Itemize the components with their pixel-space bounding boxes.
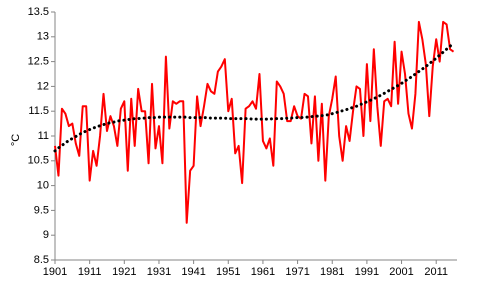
x-tick-label: 1901 xyxy=(43,266,67,278)
y-tick-label: 11.5 xyxy=(28,105,49,117)
x-tick-label: 1991 xyxy=(355,266,379,278)
x-tick-label: 1981 xyxy=(320,266,344,278)
y-tick-label: 12.5 xyxy=(28,56,49,68)
y-tick-label: 12 xyxy=(37,80,49,92)
data-line xyxy=(54,20,455,224)
y-tick-label: 13.5 xyxy=(28,6,49,18)
y-tick-label: 10 xyxy=(37,180,49,192)
x-tick-label: 1921 xyxy=(112,266,136,278)
x-tick-label: 1961 xyxy=(251,266,275,278)
x-tick-label: 2011 xyxy=(424,266,448,278)
y-tick-label: 8.5 xyxy=(34,254,49,266)
y-tick-label: 13 xyxy=(37,31,49,43)
x-tick-label: 1911 xyxy=(78,266,102,278)
x-tick-label: 1931 xyxy=(147,266,171,278)
y-axis-label: °C xyxy=(10,134,22,146)
y-tick-label: 10.5 xyxy=(28,155,49,167)
x-tick-label: 1951 xyxy=(216,266,240,278)
x-tick-label: 1971 xyxy=(285,266,309,278)
y-tick-label: 9.5 xyxy=(34,204,49,216)
x-tick-label: 1941 xyxy=(181,266,205,278)
x-tick-label: 2001 xyxy=(389,266,413,278)
y-tick-label: 9 xyxy=(43,229,49,241)
y-tick-label: 11 xyxy=(38,130,49,142)
